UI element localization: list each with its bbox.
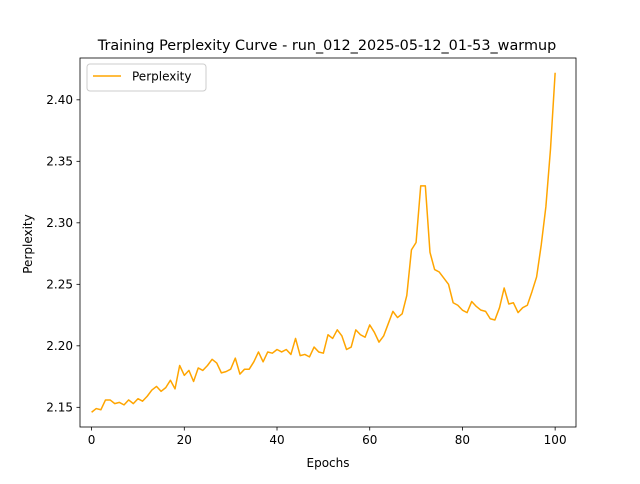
y-tick-label: 2.30 — [46, 216, 73, 230]
y-axis-label: Perplexity — [21, 214, 35, 274]
y-tick-label: 2.35 — [46, 155, 73, 169]
y-tick-label: 2.20 — [46, 339, 73, 353]
series-line-perplexity — [91, 72, 556, 413]
y-tick-label: 2.15 — [46, 401, 73, 415]
x-axis: 0 20 40 60 80 100 — [88, 427, 567, 447]
y-axis: 2.15 2.20 2.25 2.30 2.35 2.40 — [46, 93, 80, 415]
y-tick-label: 2.40 — [46, 93, 73, 107]
chart-title: Training Perplexity Curve - run_012_2025… — [97, 38, 556, 54]
plot-frame — [79, 57, 577, 428]
x-tick-label: 20 — [177, 433, 192, 447]
x-tick-label: 80 — [455, 433, 470, 447]
y-tick-label: 2.25 — [46, 278, 73, 292]
legend-label-perplexity: Perplexity — [132, 70, 192, 84]
legend-box — [86, 63, 207, 92]
x-axis-label: Epochs — [307, 456, 350, 470]
x-tick-label: 0 — [88, 433, 96, 447]
x-tick-label: 100 — [544, 433, 567, 447]
x-tick-label: 40 — [269, 433, 284, 447]
x-tick-label: 60 — [362, 433, 377, 447]
plot-area — [79, 57, 577, 428]
legend: Perplexity — [86, 63, 207, 92]
